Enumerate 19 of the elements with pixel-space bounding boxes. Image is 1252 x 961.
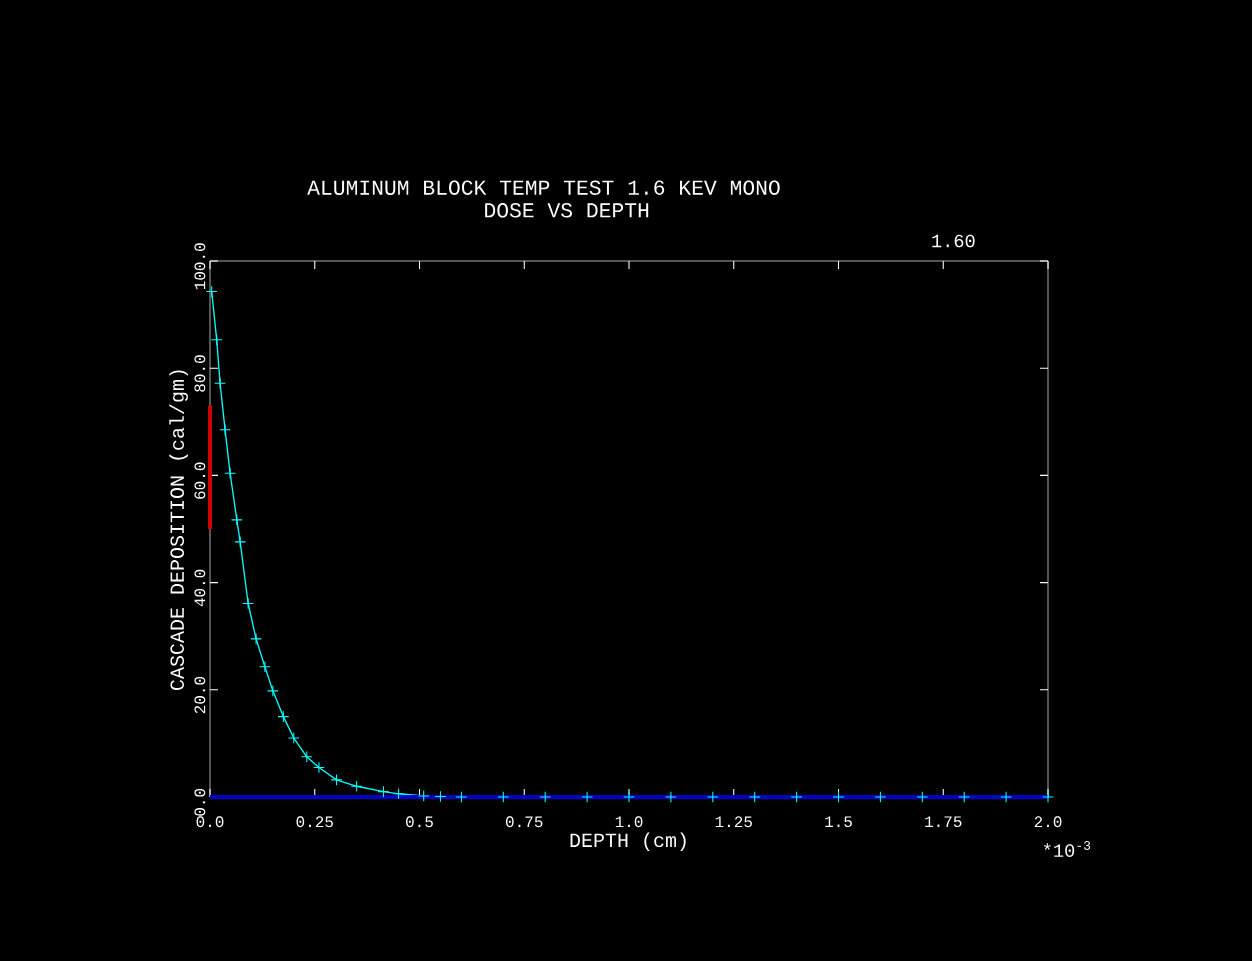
text: 1.60 [932,234,975,248]
y-tick-label: 80.0 [194,355,206,392]
x-tick-label: 0.5 [406,816,433,828]
x-tick-label: 0.25 [296,816,333,828]
x-axis-title: DEPTH (cm) [570,832,686,852]
chart-subtitle: DOSE VS DEPTH [485,203,649,218]
x-tick-label: 0.75 [506,816,543,828]
text: *10$^{-3}$ [1043,841,1091,857]
y-tick-label: 20.0 [194,676,206,714]
x-tick-label: 1.25 [715,816,752,828]
x-tick-label: 1.75 [925,816,962,828]
x-tick-label: 1.0 [615,816,643,828]
y-axis-title: CASCADE DEPOSITION (cal/gm) [169,370,188,690]
y-tick-label: 60.0 [194,462,206,499]
chart-title: ALUMINUM BLOCK TEMP TEST 1.6 KEV MONO [307,180,780,195]
x-tick-label: 2.0 [1034,816,1062,828]
x-tick-label: 1.5 [825,816,852,828]
y-tick-label: 100.0 [194,243,206,290]
y-tick-label: 40.0 [194,569,206,607]
